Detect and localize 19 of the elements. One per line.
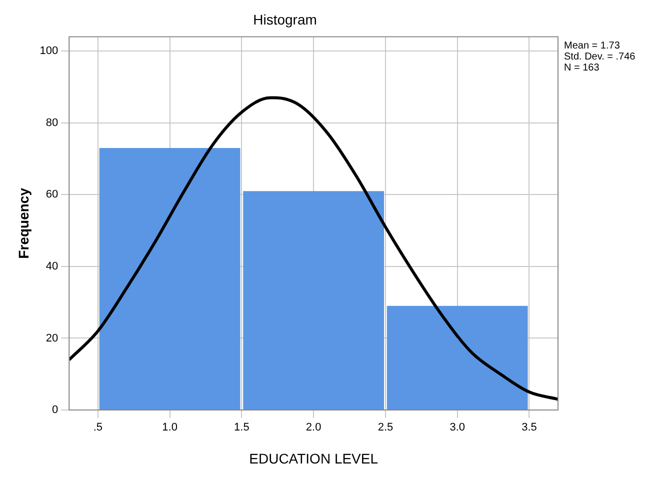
text: Std. Dev. = .746 xyxy=(564,52,636,63)
y-tick-label: 40 xyxy=(46,260,58,272)
x-tick-label: 2.0 xyxy=(306,422,322,434)
y-tick-label: 80 xyxy=(46,116,58,129)
y-tick-label: 0 xyxy=(52,404,58,416)
y-tick-label: 60 xyxy=(46,188,58,201)
x-tick-label: 1.0 xyxy=(162,422,178,434)
y-tick-label: 100 xyxy=(40,45,58,58)
x-tick-label: 3.0 xyxy=(450,422,466,434)
x-tick-label: 2.5 xyxy=(378,422,394,434)
chart-title: Histogram xyxy=(253,11,317,28)
x-axis-title: EDUCATION LEVEL xyxy=(249,450,378,466)
y-tick-label: 20 xyxy=(46,332,58,344)
text: Mean = 1.73 xyxy=(564,40,620,52)
y-axis-title: Frequency xyxy=(15,188,32,259)
x-tick-label: .5 xyxy=(93,422,102,434)
x-tick-label: 1.5 xyxy=(234,422,250,434)
x-tick-label: 3.5 xyxy=(522,422,537,434)
text: N = 163 xyxy=(564,62,600,74)
